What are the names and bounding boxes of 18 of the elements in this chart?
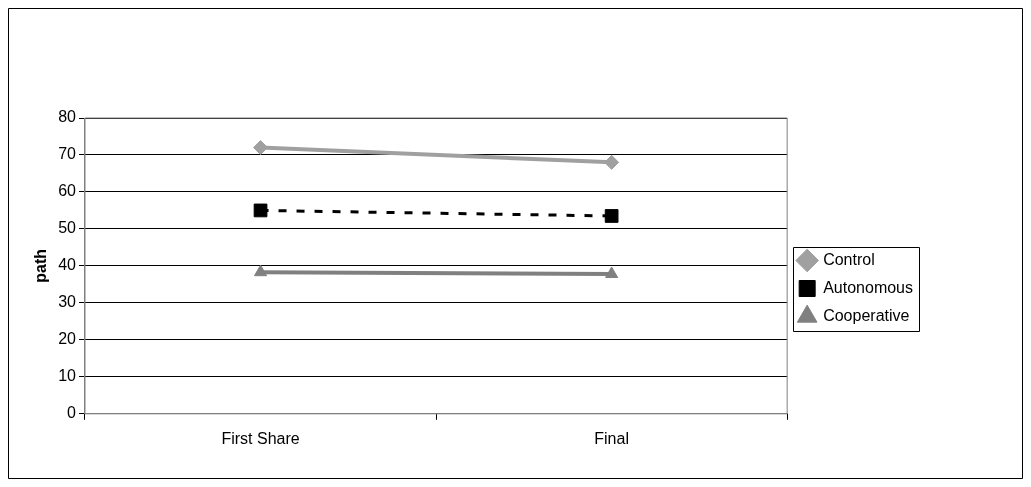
- y-tick-label: 80: [58, 108, 77, 126]
- point: [604, 209, 619, 223]
- x-tick-label: First Share: [221, 429, 300, 447]
- y-tick-label: 0: [67, 404, 77, 422]
- y-tick-label: 20: [58, 330, 77, 348]
- y-axis-title: path: [32, 249, 50, 283]
- point: [604, 154, 620, 170]
- y-tick-label: 10: [58, 367, 77, 385]
- y-tick-label: 60: [58, 182, 77, 200]
- point: [253, 203, 268, 218]
- y-tick-label: 70: [58, 145, 77, 163]
- legend-label: Autonomous: [823, 278, 914, 296]
- y-tick-label: 30: [58, 293, 77, 311]
- y-tick-label: 50: [58, 219, 77, 237]
- legend-label: Cooperative: [823, 306, 910, 324]
- y-tick-label: 40: [58, 256, 77, 274]
- x-tick-label: Final: [594, 429, 629, 447]
- legend-label: Control: [823, 250, 875, 268]
